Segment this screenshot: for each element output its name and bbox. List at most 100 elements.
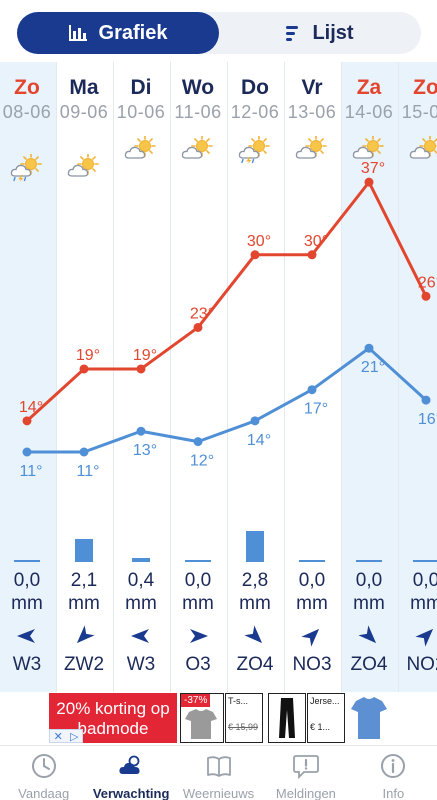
wind-direction-icon bbox=[414, 624, 437, 648]
ad-product-jersey-image[interactable] bbox=[347, 693, 389, 743]
max-temperature-line bbox=[25, 180, 428, 422]
min-temperature-point[interactable] bbox=[79, 447, 89, 457]
precipitation-value: 0,0 bbox=[13, 570, 41, 591]
sun-cloud-icon bbox=[352, 135, 386, 164]
sun-cloud-icon bbox=[67, 153, 101, 182]
min-temperature-label: 12° bbox=[190, 453, 214, 470]
precipitation-bar bbox=[246, 531, 264, 562]
precipitation-unit: mm bbox=[125, 593, 157, 614]
list-view-button[interactable]: Lijst bbox=[219, 12, 421, 54]
precipitation-value: 2,8 bbox=[241, 570, 269, 591]
precipitation-value: 0,0 bbox=[184, 570, 212, 591]
day-label[interactable]: Di bbox=[130, 76, 152, 99]
max-temperature-point[interactable] bbox=[79, 364, 89, 374]
temperature-chart: 14° 19° 19° 23° 30° 30° 37° 26° 11° 11° 13° 12° 14° 1… bbox=[19, 160, 437, 480]
precipitation-unit: mm bbox=[68, 593, 100, 614]
book-icon bbox=[205, 752, 233, 786]
column-separator bbox=[283, 62, 285, 692]
chart-view-button[interactable]: Grafiek bbox=[17, 12, 219, 54]
column-separator bbox=[55, 62, 57, 692]
max-temperature-label: 19° bbox=[133, 347, 157, 364]
min-temperature-point[interactable] bbox=[136, 426, 146, 436]
max-temperature-point[interactable] bbox=[364, 177, 374, 187]
day-label[interactable]: Za bbox=[356, 76, 382, 99]
precipitation-value: 0,0 bbox=[298, 570, 326, 591]
min-temperature-point[interactable] bbox=[307, 385, 317, 395]
wind-direction-icon bbox=[357, 624, 381, 648]
ad-product-1[interactable]: T-s... € 15,99 bbox=[225, 693, 263, 743]
info-icon bbox=[379, 752, 407, 786]
precipitation-bar bbox=[356, 560, 382, 562]
min-temperature-label: 14° bbox=[247, 432, 271, 449]
wind-label: NO3 bbox=[292, 654, 332, 675]
precipitation-bar bbox=[299, 560, 325, 562]
max-temperature-label: 19° bbox=[76, 347, 100, 364]
nav-item-verwachting[interactable]: Verwachting bbox=[87, 746, 174, 800]
max-temperature-point[interactable] bbox=[193, 322, 203, 332]
nav-item-weernieuws[interactable]: Weernieuws bbox=[175, 746, 262, 800]
day-label[interactable]: Vr bbox=[301, 76, 323, 99]
precipitation-unit: mm bbox=[239, 593, 271, 614]
column-separator bbox=[340, 62, 342, 692]
wind-label: NO2 bbox=[406, 654, 437, 675]
min-temperature-point[interactable] bbox=[421, 395, 431, 405]
max-temperature-label: 37° bbox=[361, 160, 385, 177]
column-separator bbox=[112, 62, 114, 692]
forecast-chart[interactable]: Zo 08-06 0,0 mm W3 Ma 09-06 2,1 mm ZW2 Di 10-06 0,4 m… bbox=[0, 62, 437, 692]
max-temperature-point[interactable] bbox=[307, 250, 317, 260]
ad-product-pants-image[interactable] bbox=[268, 693, 306, 743]
ad-product-3[interactable]: Jerse... € 1... bbox=[307, 693, 345, 743]
ad-banner[interactable]: 20% korting op badmode ✕ ▷ -37% T-s... €… bbox=[49, 693, 389, 743]
nav-item-vandaag[interactable]: Vandaag bbox=[0, 746, 87, 800]
min-temperature-point[interactable] bbox=[22, 447, 32, 457]
day-label[interactable]: Zo bbox=[14, 76, 40, 99]
ad-product-3-title: Jerse... bbox=[310, 696, 340, 706]
precipitation-value: 0,0 bbox=[355, 570, 383, 591]
day-label[interactable]: Wo bbox=[181, 76, 215, 99]
max-temperature-label: 14° bbox=[19, 399, 43, 416]
date-label: 10-06 bbox=[116, 102, 166, 122]
weekend-column-bg bbox=[340, 62, 398, 692]
column-separator bbox=[397, 62, 399, 692]
nav-item-meldingen[interactable]: Meldingen bbox=[262, 746, 349, 800]
ad-product-tshirt-image[interactable]: -37% bbox=[180, 693, 224, 743]
precipitation-bar bbox=[185, 560, 211, 562]
ad-product-1-price: € 15,99 bbox=[228, 722, 259, 732]
min-temperature-line bbox=[27, 346, 428, 454]
max-temperature-point[interactable] bbox=[22, 416, 32, 426]
max-temperature-label: 26° bbox=[418, 274, 437, 291]
tshirt-icon bbox=[185, 709, 217, 739]
ad-controls[interactable]: ✕ ▷ bbox=[49, 729, 83, 743]
ad-product-3-price: € 1... bbox=[310, 722, 331, 732]
jersey-icon bbox=[351, 697, 387, 739]
sun-cloud-icon bbox=[181, 135, 215, 164]
precipitation-value: 0,0 bbox=[412, 570, 437, 591]
max-temperature-label: 23° bbox=[190, 305, 214, 322]
min-temperature-point[interactable] bbox=[364, 343, 374, 353]
max-temperature-label: 30° bbox=[247, 233, 271, 250]
wind-direction-icon bbox=[129, 624, 153, 648]
close-icon[interactable]: ✕ bbox=[53, 730, 63, 743]
wind-direction-icon bbox=[15, 624, 39, 648]
nav-item-label: Meldingen bbox=[275, 786, 336, 800]
day-label[interactable]: Ma bbox=[69, 76, 99, 99]
min-temperature-point[interactable] bbox=[250, 416, 260, 426]
sun-cloud-icon bbox=[409, 135, 437, 164]
sun-cloud-icon bbox=[295, 135, 329, 164]
min-temperature-label: 16° bbox=[418, 411, 437, 428]
adchoices-icon[interactable]: ▷ bbox=[69, 730, 79, 743]
max-temperature-point[interactable] bbox=[136, 364, 146, 374]
max-temperature-point[interactable] bbox=[250, 250, 260, 260]
max-temperature-point[interactable] bbox=[421, 291, 431, 301]
nav-item-info[interactable]: Info bbox=[350, 746, 437, 800]
day-label[interactable]: Do bbox=[241, 76, 269, 99]
nav-item-label: Verwachting bbox=[92, 786, 170, 800]
wind-label: O3 bbox=[185, 654, 211, 675]
min-temperature-point[interactable] bbox=[193, 437, 203, 447]
clock-icon bbox=[30, 752, 58, 786]
list-icon bbox=[286, 26, 299, 41]
sun-cloud-icon bbox=[124, 135, 158, 164]
wind-label: ZW2 bbox=[63, 654, 105, 675]
precipitation-unit: mm bbox=[410, 593, 437, 614]
day-label[interactable]: Zo bbox=[413, 76, 437, 99]
